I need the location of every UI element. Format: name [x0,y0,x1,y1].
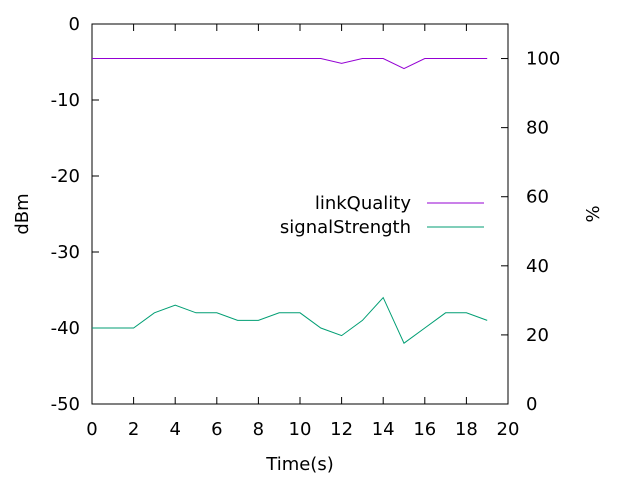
legend-label-signalStrength: signalStrength [280,217,411,238]
y-tick-label: -10 [51,90,80,111]
series-line-signalStrength [92,296,488,344]
legend-label-linkQuality: linkQuality [315,193,412,214]
y2-axis-label: % [583,205,604,222]
legend: linkQuality signalStrength [280,193,484,238]
x-tick-label: 8 [253,419,264,440]
y-tick-label: 0 [69,14,80,35]
series-line-linkQuality [92,58,488,70]
y-tick-label: -20 [51,166,80,187]
x-tick-label: 14 [372,419,395,440]
x-tick-label: 6 [211,419,222,440]
x-tick-label: 12 [330,419,353,440]
y2-tick-label: 0 [526,394,537,415]
ticks-layer: 0 2 4 6 8 10 12 14 16 18 20 -50 -40 -30 -20 -10 0 0 20 40 60… [51,14,561,440]
y2-tick-label: 40 [526,256,549,277]
y2-tick-label: 20 [526,325,549,346]
x-tick-label: 16 [413,419,436,440]
x-tick-label: 18 [455,419,478,440]
y2-tick-label: 100 [526,49,560,70]
y2-tick-label: 60 [526,187,549,208]
x-tick-label: 10 [289,419,312,440]
series-layer [92,58,488,344]
x-tick-label: 0 [86,419,97,440]
x-tick-label: 20 [497,419,520,440]
y-tick-label: -40 [51,318,80,339]
y-tick-label: -50 [51,394,80,415]
x-axis-label: Time(s) [265,454,333,475]
plot-frame [91,23,509,405]
y2-tick-label: 80 [526,118,549,139]
x-tick-label: 4 [169,419,180,440]
y-axis-label: dBm [12,193,33,234]
x-tick-label: 2 [128,419,139,440]
y-tick-label: -30 [51,242,80,263]
